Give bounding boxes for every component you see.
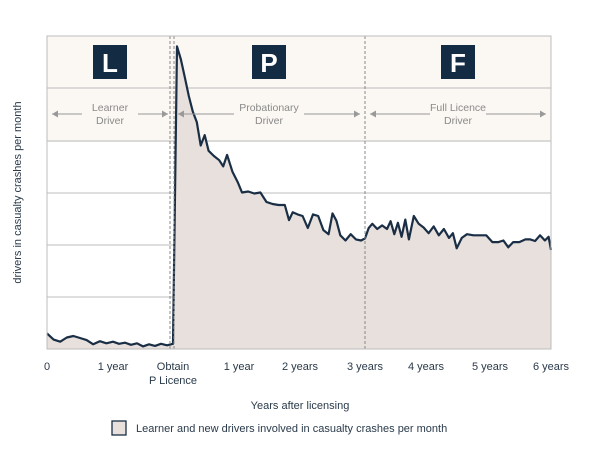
y-axis-label: drivers in casualty crashes per month [12,101,24,283]
legend-label: Learner and new drivers involved in casu… [136,423,447,435]
phase-label: Driver [255,115,284,127]
phase-label: Learner [92,102,129,114]
series-area [47,46,551,350]
series-line [46,45,553,348]
phase-dividers [169,36,366,349]
x-tick-label: 4 years [408,361,445,373]
x-tick-label: 1 year [98,361,129,373]
phase-arrow [178,110,360,118]
phase-badge-letter: L [102,48,118,78]
x-tick-label: 6 years [533,361,570,373]
phase-badge: F [441,45,475,79]
phase-label: Full Licence [430,102,486,114]
phase-badge-letter: P [260,48,277,78]
x-tick-label: 3 years [347,361,384,373]
x-axis-label: Years after licensing [251,400,350,412]
phase-arrow [52,110,168,118]
x-tick-label: 1 year [224,361,255,373]
phase-arrow [370,110,546,118]
x-tick-label: 2 years [282,361,319,373]
phase-badge: P [252,45,286,79]
x-tick-label: Obtain [157,361,189,373]
legend-swatch [111,420,127,436]
phase-label: Probationary [239,102,299,114]
phase-label: Driver [444,115,473,127]
x-tick-label: 5 years [472,361,509,373]
phase-badge: L [93,45,127,79]
plot-frame [46,35,552,350]
phase-label: Driver [96,115,125,127]
x-axis-ticks: 0 1 year Obtain P Licence 1 year 2 years 3 yea… [44,361,570,387]
phase-badge-letter: F [450,48,466,78]
x-tick-label: P Licence [149,375,197,387]
legend: Learner and new drivers involved in casu… [111,420,447,436]
x-tick-label: 0 [44,361,50,373]
